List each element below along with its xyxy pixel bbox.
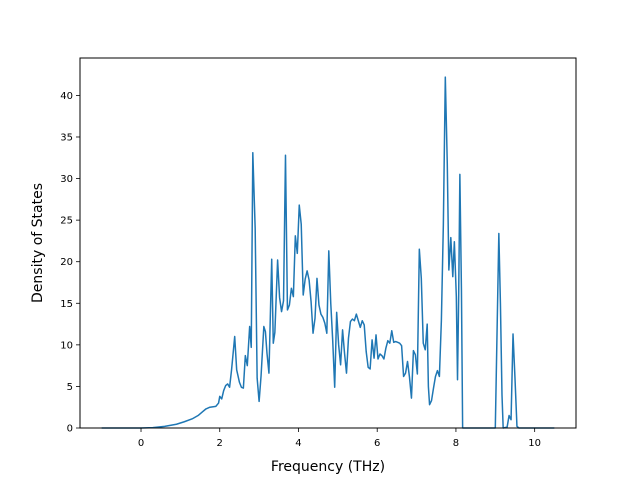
- x-tick-label: 2: [217, 438, 223, 449]
- x-axis-label: Frequency (THz): [271, 459, 385, 475]
- y-axis-label: Density of States: [30, 183, 46, 303]
- y-tick-label: 20: [60, 257, 73, 268]
- ticks-layer: 0 2 4 6 8 10 0 5 10 15 20 25 30 35 40: [60, 91, 541, 449]
- y-tick-label: 5: [67, 382, 73, 393]
- x-tick-label: 8: [453, 438, 459, 449]
- x-tick-label: 4: [295, 438, 301, 449]
- y-tick-label: 40: [60, 91, 73, 102]
- x-tick-label: 0: [138, 438, 144, 449]
- y-tick-label: 10: [60, 340, 73, 351]
- x-tick-label: 10: [528, 438, 541, 449]
- y-tick-label: 30: [60, 174, 73, 185]
- y-tick-label: 0: [67, 424, 73, 435]
- dos-series-line-0: [101, 76, 555, 429]
- y-tick-label: 35: [60, 132, 73, 143]
- axes-frame: [79, 57, 577, 429]
- x-tick-label: 6: [374, 438, 380, 449]
- y-tick-label: 25: [60, 216, 73, 227]
- y-tick-label: 15: [60, 299, 73, 310]
- plot-layer: [101, 76, 555, 429]
